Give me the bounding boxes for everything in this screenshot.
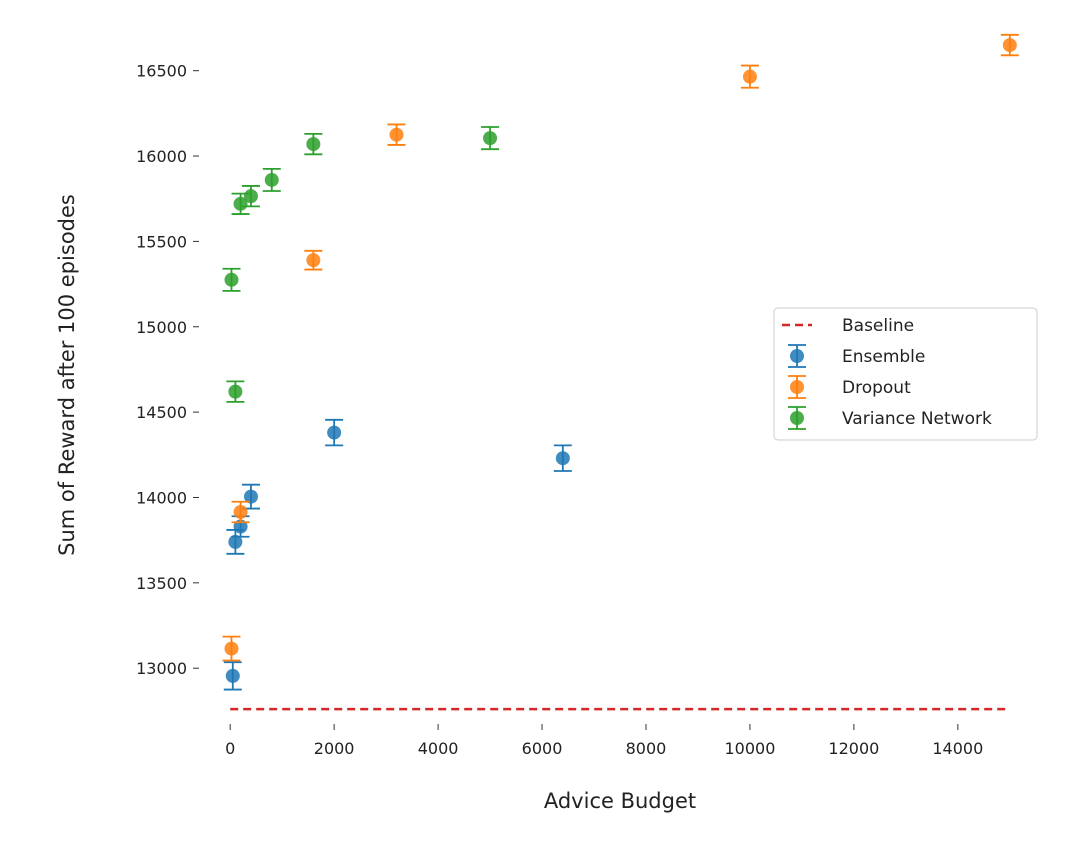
- legend-swatch-variance-network: [788, 406, 806, 430]
- data-point: [233, 504, 248, 519]
- x-tick-label: 8000: [626, 739, 667, 758]
- y-tick-label: 16500: [136, 62, 187, 81]
- data-point: [243, 489, 258, 504]
- x-tick-label: 0: [225, 739, 235, 758]
- series-variance-network: [222, 126, 500, 403]
- x-tick-label: 12000: [828, 739, 879, 758]
- series-dropout: [222, 33, 1019, 662]
- x-tick-label: 2000: [314, 739, 355, 758]
- legend-label-baseline: Baseline: [842, 316, 914, 336]
- y-tick-label: 13500: [136, 574, 187, 593]
- legend-items: Baseline Ensemble Dropout Variance Network: [782, 316, 992, 430]
- legend-box: [773, 307, 1038, 441]
- y-tick-label: 15500: [136, 232, 187, 251]
- legend-marker: [790, 380, 804, 394]
- legend: Baseline Ensemble Dropout Variance Network: [773, 307, 1038, 441]
- y-axis-label: Sum of Reward after 100 episodes: [55, 194, 79, 556]
- data-point: [389, 127, 404, 142]
- data-point: [224, 272, 239, 287]
- data-point: [228, 384, 243, 399]
- legend-swatch-dropout: [788, 375, 806, 399]
- x-tick-label: 14000: [932, 739, 983, 758]
- data-point: [225, 668, 240, 683]
- legend-label-variance-network: Variance Network: [842, 409, 992, 429]
- legend-label-ensemble: Ensemble: [842, 347, 925, 367]
- legend-marker: [790, 411, 804, 425]
- legend-label-dropout: Dropout: [842, 378, 911, 398]
- data-point: [483, 131, 498, 146]
- data-point: [224, 641, 239, 656]
- data-point: [306, 253, 321, 268]
- y-tick-label: 14500: [136, 403, 187, 422]
- series-ensemble: [223, 418, 572, 691]
- data-point: [264, 172, 279, 187]
- y-tick-label: 14000: [136, 488, 187, 507]
- data-point: [555, 451, 570, 466]
- y-tick-label: 16000: [136, 147, 187, 166]
- y-tick-label: 13000: [136, 659, 187, 678]
- data-point: [327, 425, 342, 440]
- x-tick-label: 4000: [418, 739, 459, 758]
- data-point: [1002, 38, 1017, 53]
- legend-swatch-ensemble: [788, 344, 806, 368]
- x-tick-label: 10000: [724, 739, 775, 758]
- data-point: [742, 69, 757, 84]
- axis-ticks: 0 2000 4000 6000 8000 10000 12000 14000 13000 135…: [136, 62, 983, 758]
- x-tick-label: 6000: [522, 739, 563, 758]
- x-axis-label: Advice Budget: [544, 789, 696, 813]
- data-point: [243, 189, 258, 204]
- legend-marker: [790, 349, 804, 363]
- chart-marks: [222, 33, 1019, 711]
- data-point: [233, 196, 248, 211]
- y-tick-label: 15000: [136, 318, 187, 337]
- data-point: [306, 137, 321, 152]
- data-point: [228, 534, 243, 549]
